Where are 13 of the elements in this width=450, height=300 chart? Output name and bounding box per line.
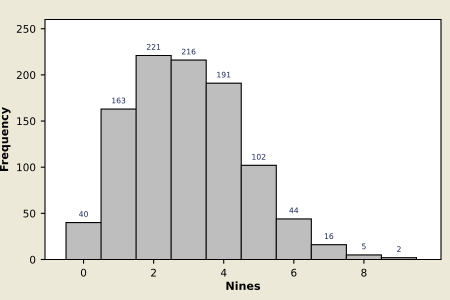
y-axis-title: Frequency <box>0 107 11 171</box>
y-tick-label: 200 <box>16 71 36 79</box>
y-tick-label: 100 <box>17 163 36 172</box>
x-tick-label: 6 <box>291 268 296 277</box>
y-tick-label: 0 <box>30 256 36 264</box>
x-tick-label: 2 <box>151 268 156 276</box>
y-tick-label: 250 <box>16 24 36 33</box>
x-tick-label: 4 <box>220 268 226 276</box>
x-tick-label: 8 <box>361 268 367 277</box>
x-tick-label: 0 <box>80 268 86 277</box>
x-axis-title: Nines <box>226 281 260 290</box>
y-tick-label: 150 <box>17 117 36 126</box>
y-tick-label: 50 <box>24 210 36 218</box>
